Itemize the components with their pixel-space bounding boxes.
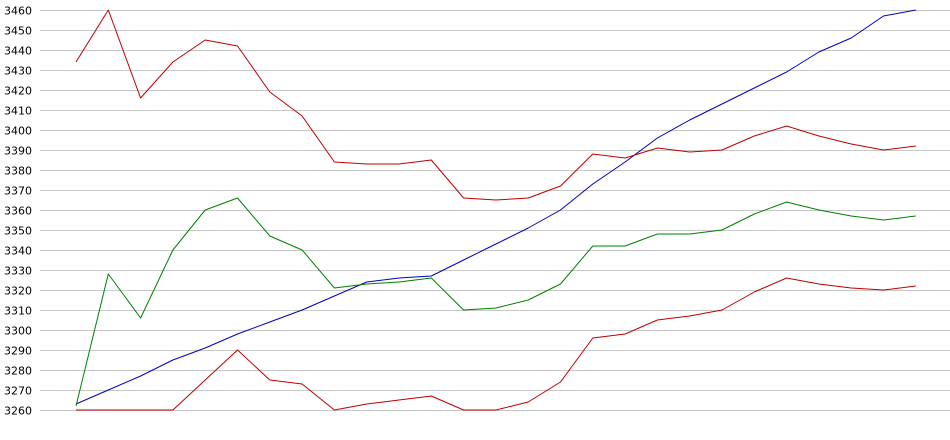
y-tick-label-3390: 3390: [4, 145, 32, 158]
series-lines: [75, 9, 916, 411]
y-tick-label-3420: 3420: [4, 85, 32, 98]
y-tick-label-3300: 3300: [4, 325, 32, 338]
y-tick-label-3440: 3440: [4, 45, 32, 58]
y-tick-label-3380: 3380: [4, 165, 32, 178]
y-tick-label-3360: 3360: [4, 205, 32, 218]
y-tick-label-3340: 3340: [4, 245, 32, 258]
y-axis-tick-labels: 3260 3270 3280 3290 3300 3310 3320 3330 3340 3350…: [4, 5, 32, 418]
y-tick-label-3370: 3370: [4, 185, 32, 198]
gridlines: [40, 10, 950, 411]
y-tick-label-3430: 3430: [4, 65, 32, 78]
y-tick-label-3350: 3350: [4, 225, 32, 238]
y-tick-label-3290: 3290: [4, 345, 32, 358]
y-tick-label-3410: 3410: [4, 105, 32, 118]
y-tick-label-3460: 3460: [4, 5, 32, 18]
y-tick-label-3260: 3260: [4, 405, 32, 418]
y-tick-label-3310: 3310: [4, 305, 32, 318]
y-tick-label-3270: 3270: [4, 385, 32, 398]
series-line-2: [75, 9, 916, 201]
series-line-3: [75, 197, 916, 407]
y-tick-label-3280: 3280: [4, 365, 32, 378]
series-line-4: [76, 277, 916, 411]
y-tick-label-3330: 3330: [4, 265, 32, 278]
series-line-1: [75, 9, 916, 405]
y-tick-label-3400: 3400: [4, 125, 32, 138]
y-tick-label-3450: 3450: [4, 25, 32, 38]
y-tick-label-3320: 3320: [4, 285, 32, 298]
